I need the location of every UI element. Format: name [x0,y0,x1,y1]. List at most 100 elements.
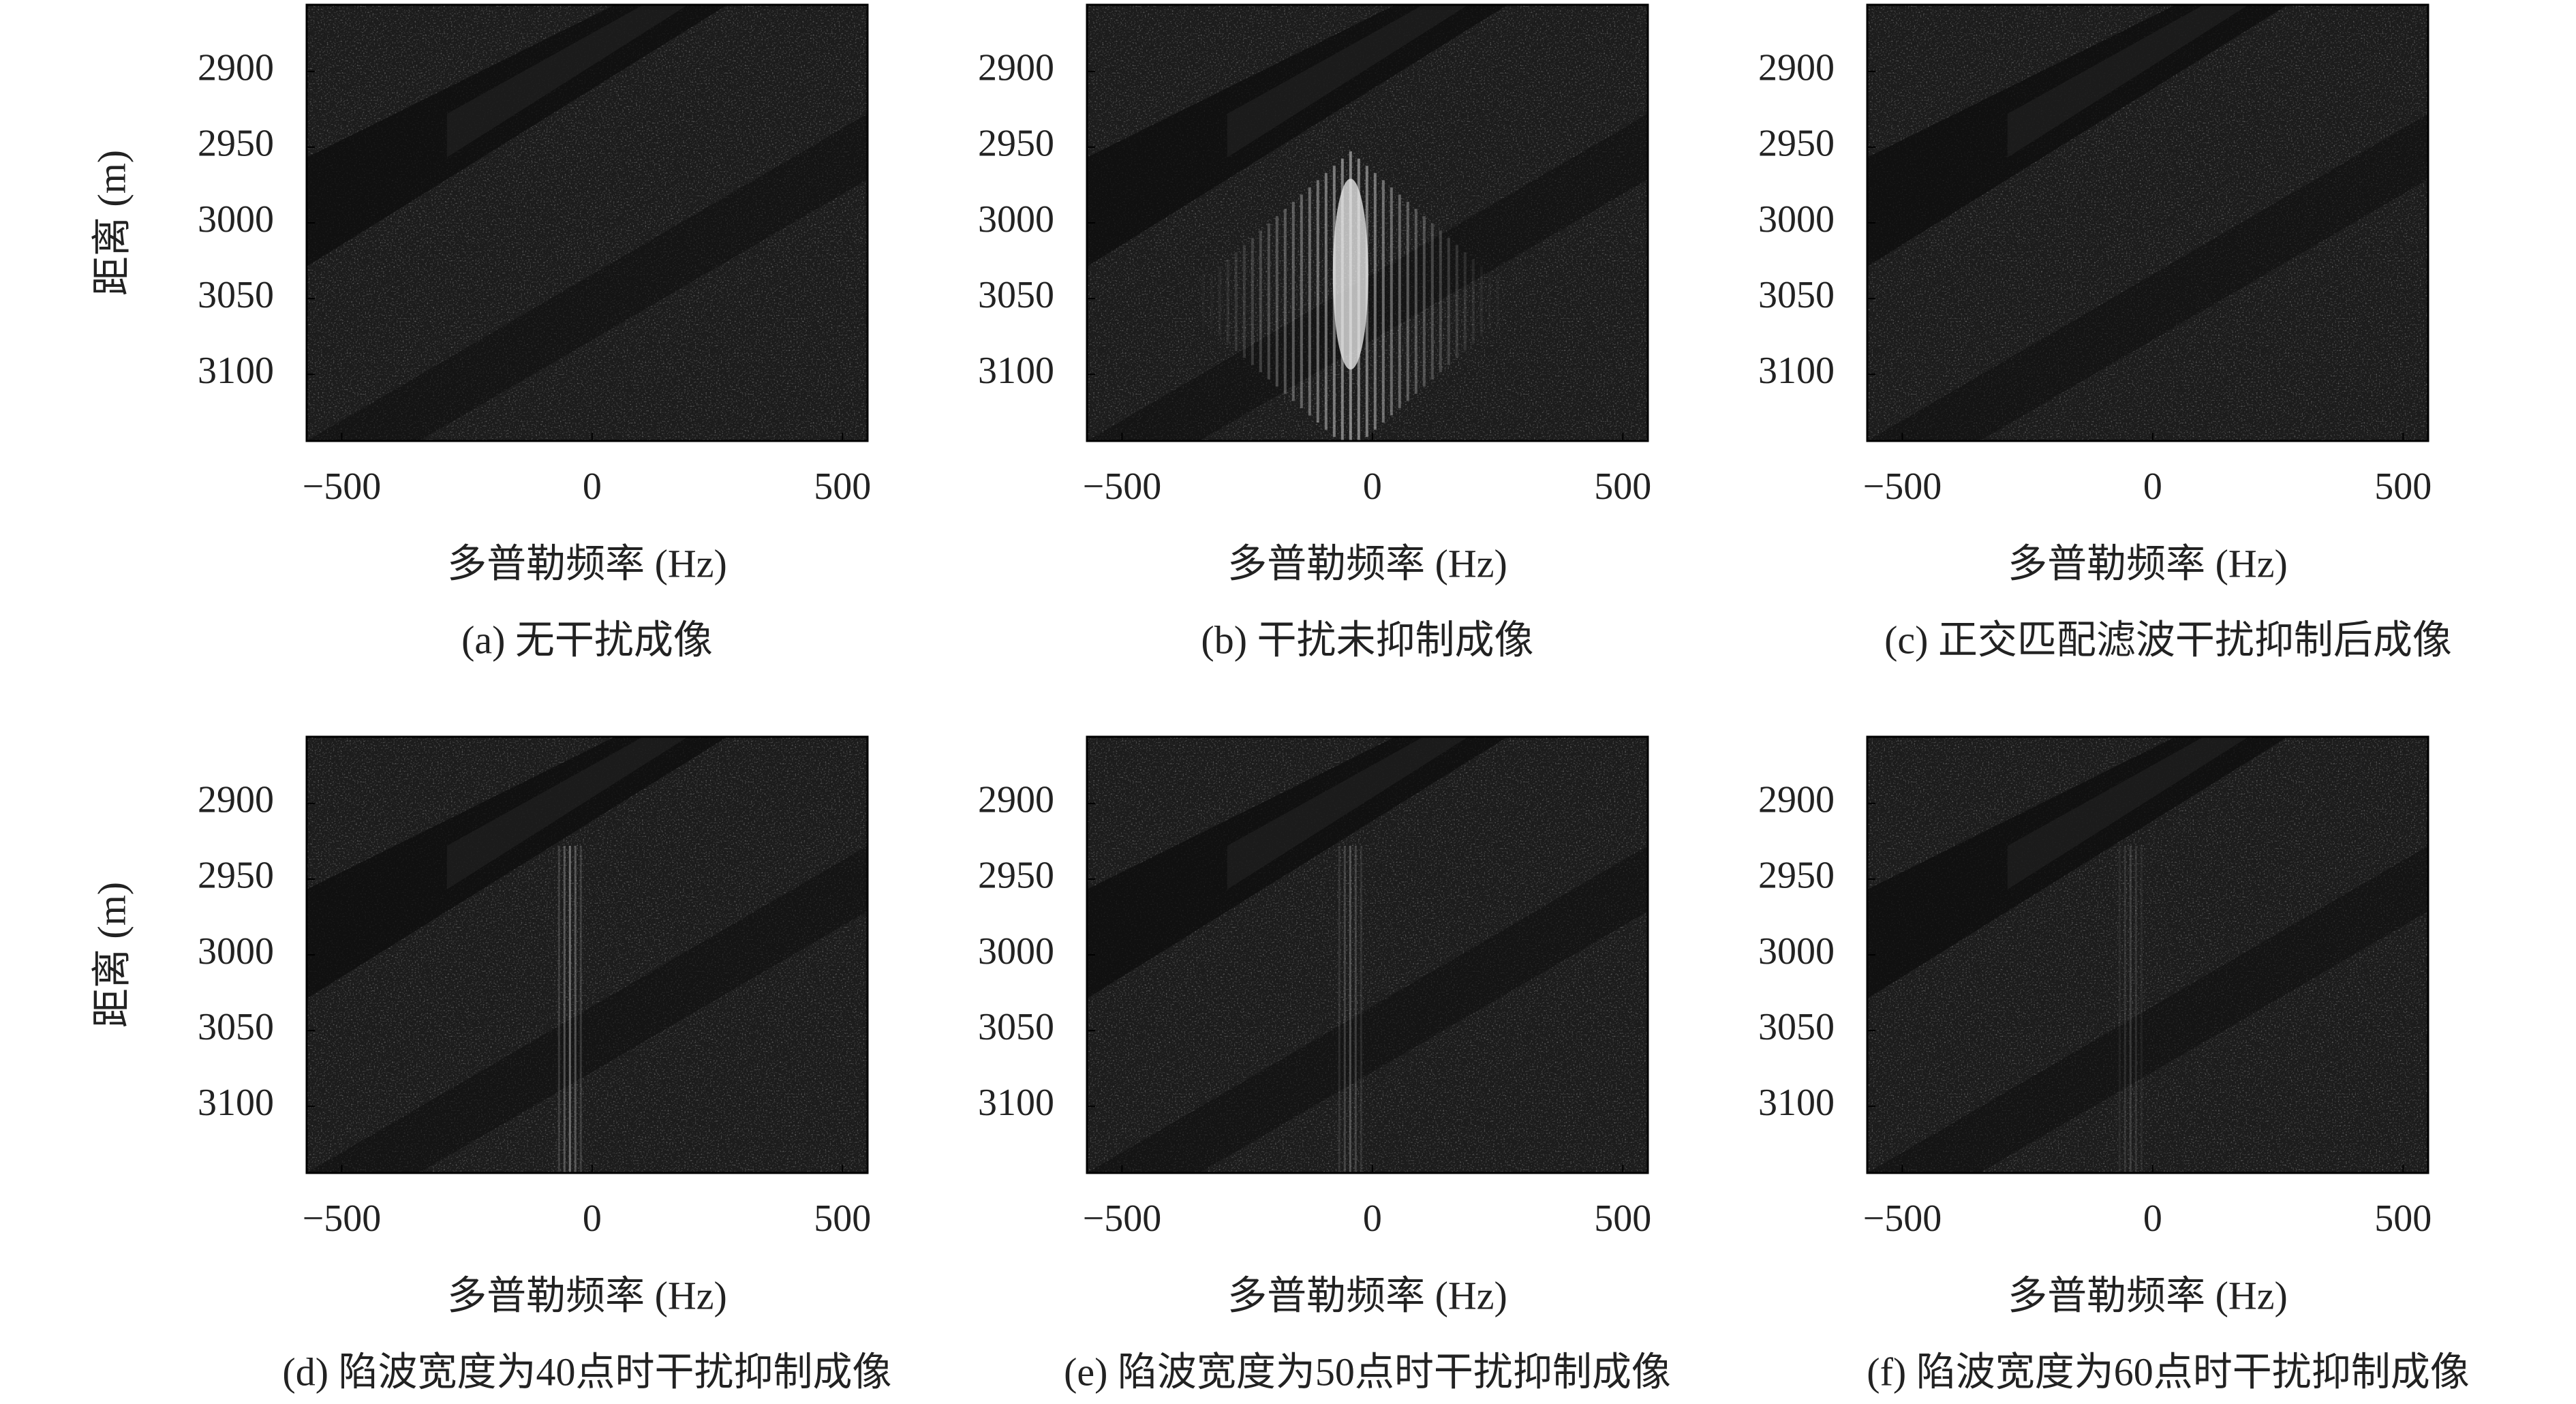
y-tick-label: 3050 [1758,1006,1835,1048]
y-tick-label: 2950 [1758,855,1835,897]
panel: −500 0 500 2900 2950 3000 3050 3100 多普勒频率 (Hz) (f… [1758,735,2470,1394]
x-tick-label: 0 [583,466,602,508]
dark-band [307,846,868,1173]
dark-band [307,737,728,998]
y-tick-label: 3100 [1758,350,1835,392]
sar-image [307,5,868,441]
x-tick-label: 500 [814,466,871,508]
x-tick-label: 500 [1594,1197,1651,1240]
interference [1218,266,1221,337]
x-tick-label: 0 [2143,466,2162,508]
caption: (a) 无干扰成像 [461,617,713,662]
dark-band [1867,737,2288,998]
dark-band [446,737,688,889]
sar-image [1087,5,1648,441]
x-tick-label: 500 [814,1197,871,1240]
y-tick-label: 3050 [198,1006,274,1048]
interference [1406,202,1409,401]
interference [1479,266,1483,337]
x-axis-label: 多普勒频率 (Hz) [2008,541,2288,585]
y-tick-label: 3100 [198,1082,274,1124]
dark-band [1227,5,1469,157]
y-tick-label: 2900 [978,47,1054,89]
dark-band [307,5,728,266]
interference [1242,245,1246,358]
residual-interference [2123,846,2126,1173]
interference [1283,209,1287,394]
interference [1439,230,1442,373]
dark-band [1087,5,1508,266]
x-axis-label: 多普勒频率 (Hz) [2008,1273,2288,1317]
panel: −500 0 500 2900 2950 3000 3050 3100 多普勒频率 (Hz) 距离… [89,735,892,1394]
x-tick-label: −500 [1083,1197,1162,1240]
interference [1455,245,1458,358]
x-tick-label: −500 [303,466,382,508]
y-tick-label: 2950 [198,855,274,897]
y-tick-label: 3000 [1758,198,1835,241]
dark-band [1227,737,1469,889]
interference [1251,237,1254,365]
sar-image [307,737,868,1173]
y-tick-label: 3100 [978,350,1054,392]
caption: (b) 干扰未抑制成像 [1201,617,1533,662]
interference [1497,274,1499,329]
x-axis-label: 多普勒频率 (Hz) [1227,541,1507,585]
y-tick-label: 2950 [198,123,274,165]
y-tick-label: 2900 [1758,779,1835,821]
interference [1324,172,1328,430]
dark-band [1087,737,1508,998]
y-tick-label: 3000 [198,930,274,973]
x-tick-label: −500 [1863,466,1942,508]
panel: −500 0 500 2900 2950 3000 3050 3100 多普勒频率 (Hz) (b… [978,3,1651,662]
y-tick-label: 3050 [198,274,274,316]
interference [1463,251,1467,351]
y-tick-label: 3100 [1758,1082,1835,1124]
interference [1398,194,1401,408]
dark-band [1867,846,2428,1173]
dark-band [1867,5,2288,266]
x-tick-label: 500 [2374,1197,2432,1240]
y-tick-label: 3050 [1758,274,1835,316]
y-tick-label: 3100 [978,1082,1054,1124]
x-axis-label: 多普勒频率 (Hz) [1227,1273,1507,1317]
y-tick-label: 2900 [978,779,1054,821]
residual-interference [563,846,566,1173]
y-tick-label: 2900 [198,779,274,821]
residual-interference [557,846,560,1173]
panel: −500 0 500 2900 2950 3000 3050 3100 多普勒频率 (Hz) 距离… [89,3,871,662]
x-tick-label: 0 [2143,1197,2162,1240]
sar-image [1867,737,2428,1173]
x-tick-label: 500 [2374,466,2432,508]
x-tick-label: 0 [1363,466,1382,508]
residual-interference [2134,846,2137,1173]
sar-image [1867,5,2428,441]
caption: (d) 陷波宽度为40点时干扰抑制成像 [282,1349,891,1394]
y-axis-label: 距离 (m) [89,150,134,296]
interference [1414,209,1417,394]
interference [1390,187,1393,416]
interference [1308,187,1311,416]
caption: (c) 正交匹配滤波干扰抑制后成像 [1884,617,2452,662]
x-tick-label: 500 [1594,466,1651,508]
dark-band [1087,846,1648,1173]
y-axis-label: 距离 (m) [89,882,134,1028]
caption: (e) 陷波宽度为50点时干扰抑制成像 [1064,1349,1671,1394]
interference [1447,237,1450,365]
x-axis-label: 多普勒频率 (Hz) [447,541,727,585]
x-tick-label: −500 [1863,1197,1942,1240]
y-tick-label: 2900 [1758,47,1835,89]
interference [1300,194,1303,408]
x-tick-label: 0 [1363,1197,1382,1240]
residual-interference [568,846,571,1173]
x-tick-label: −500 [303,1197,382,1240]
panel: −500 0 500 2900 2950 3000 3050 3100 多普勒频率 (Hz) (e… [978,735,1671,1394]
residual-interference [2140,846,2143,1173]
y-tick-label: 3100 [198,350,274,392]
interference [1210,274,1213,329]
interference-core [1332,179,1368,370]
interference [1430,223,1434,380]
panel: −500 0 500 2900 2950 3000 3050 3100 多普勒频率 (Hz) (c… [1758,3,2452,662]
residual-interference [2118,846,2121,1173]
